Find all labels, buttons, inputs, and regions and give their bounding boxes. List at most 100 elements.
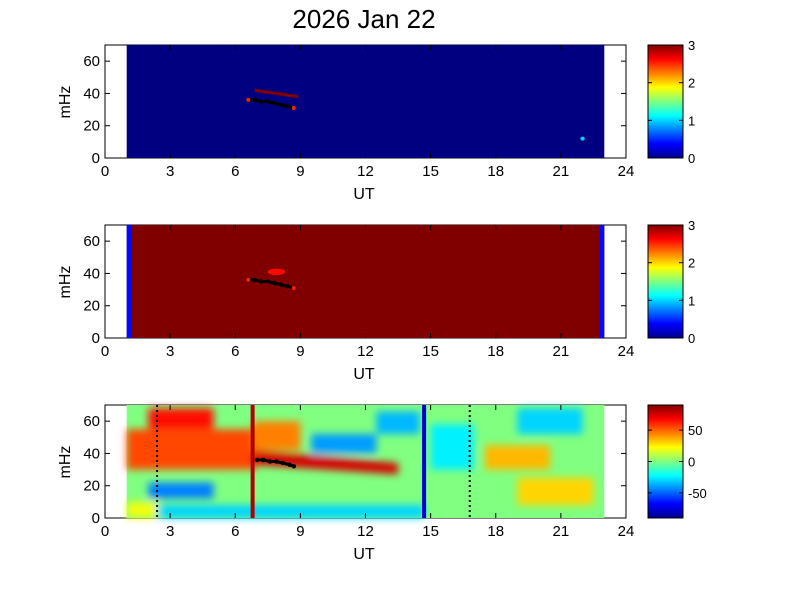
- x-tick-label: 18: [487, 523, 504, 540]
- power-features: [126, 408, 594, 518]
- y-axis-middle: 0 20 40 60: [83, 233, 626, 347]
- x-axis-top: 0 3 6 9 12 15 18 21 24: [101, 45, 635, 180]
- x-tick-label: 0: [101, 343, 109, 360]
- y-axis-bottom: 0 20 40 60: [83, 413, 626, 527]
- colorbar-ticks-middle: 0 1 2 3: [648, 218, 695, 346]
- data-background: [126, 45, 605, 158]
- y-tick-label: 0: [92, 510, 100, 527]
- x-label-bottom: UT: [353, 546, 375, 563]
- track-point: [278, 102, 284, 107]
- colorbar-ticks-top: 0 1 2 3: [648, 38, 695, 166]
- track-point: [267, 459, 273, 464]
- x-tick-label: 6: [231, 163, 239, 180]
- y-tick-label: 20: [83, 118, 100, 135]
- colorbar-tick-label: 50: [688, 423, 702, 438]
- x-tick-label: 24: [618, 523, 635, 540]
- track-point: [287, 462, 292, 467]
- track-point: [252, 277, 257, 283]
- x-axis-bottom: 0 3 6 9 12 15 18 21 24: [101, 405, 635, 540]
- power-feature: [148, 408, 214, 430]
- track-point: [274, 459, 279, 464]
- power-feature: [517, 477, 594, 506]
- x-tick-label: 15: [422, 523, 439, 540]
- value-region: [254, 88, 299, 99]
- x-tick-label: 21: [553, 343, 570, 360]
- x-tick-label: 15: [422, 343, 439, 360]
- x-tick-label: 6: [231, 343, 239, 360]
- power-feature: [376, 411, 420, 435]
- y-tick-label: 40: [83, 265, 100, 282]
- track-point: [259, 99, 264, 104]
- heatmap-top: [126, 45, 605, 158]
- power-feature: [484, 445, 551, 470]
- power-feature: [126, 501, 158, 518]
- x-tick-label: 15: [422, 163, 439, 180]
- y-tick-label: 60: [83, 233, 100, 250]
- colorbar-tick-label: 0: [688, 151, 695, 166]
- x-tick-label: 21: [553, 523, 570, 540]
- x-label-middle: UT: [353, 366, 375, 383]
- x-tick-label: 3: [166, 343, 174, 360]
- colorbar-tick-label: 3: [688, 38, 695, 53]
- x-tick-label: 12: [357, 163, 374, 180]
- x-tick-label: 18: [487, 163, 504, 180]
- y-tick-label: 20: [83, 298, 100, 315]
- track-point: [272, 280, 277, 286]
- x-tick-label: 12: [357, 343, 374, 360]
- track-middle: [246, 277, 297, 291]
- colorbar-tick-label: 2: [688, 76, 695, 91]
- colorbar-tick-label: 1: [688, 113, 695, 128]
- colorbar-bottom: [647, 404, 684, 519]
- x-axis-middle: 0 3 6 9 12 15 18 21 24: [101, 225, 634, 360]
- track-point: [285, 284, 290, 289]
- value-region: [267, 268, 286, 276]
- power-feature: [126, 505, 425, 518]
- y-axis-top: 0 20 40 60: [83, 53, 626, 167]
- x-tick-label: 24: [618, 163, 635, 180]
- track-endpoint: [246, 277, 251, 282]
- y-label-middle: mHz: [57, 266, 74, 299]
- edge-column: [126, 225, 132, 338]
- power-feature: [252, 421, 301, 451]
- y-tick-label: 0: [92, 330, 100, 347]
- edge-column: [599, 225, 605, 338]
- colorbar-tick-label: 2: [688, 256, 695, 271]
- track-point: [285, 104, 290, 109]
- y-tick-label: 60: [83, 413, 100, 430]
- x-label-top: UT: [353, 186, 375, 203]
- power-feature: [430, 424, 475, 470]
- colorbar-tick-label: -50: [688, 486, 707, 501]
- track-endpoint: [291, 285, 296, 290]
- colorbar-tick-label: 3: [688, 218, 695, 233]
- power-feature: [311, 434, 377, 454]
- x-tick-label: 0: [101, 523, 109, 540]
- x-tick-label: 6: [231, 523, 239, 540]
- track-point: [265, 279, 271, 284]
- track-point: [278, 282, 284, 287]
- y-tick-label: 60: [83, 53, 100, 70]
- heatmap-bottom: [126, 405, 605, 518]
- track-point: [261, 457, 266, 463]
- track-top: [246, 97, 297, 111]
- power-feature: [517, 408, 583, 435]
- track-point: [265, 99, 271, 104]
- track-point: [252, 97, 257, 103]
- power-feature: [148, 482, 214, 499]
- x-tick-label: 18: [487, 343, 504, 360]
- colorbar-tick-label: 0: [688, 331, 695, 346]
- colorbar-tick-label: 1: [688, 293, 695, 308]
- y-tick-label: 20: [83, 478, 100, 495]
- x-tick-label: 12: [357, 523, 374, 540]
- track-point: [280, 460, 286, 466]
- y-label-bottom: mHz: [57, 446, 74, 479]
- x-tick-label: 0: [101, 163, 109, 180]
- power-feature: [126, 429, 257, 470]
- colorbar-tick-label: 0: [688, 455, 695, 470]
- x-tick-label: 3: [166, 163, 174, 180]
- track-endpoint: [291, 105, 296, 110]
- track-point: [254, 457, 260, 463]
- y-tick-label: 40: [83, 85, 100, 102]
- y-label-top: mHz: [57, 86, 74, 119]
